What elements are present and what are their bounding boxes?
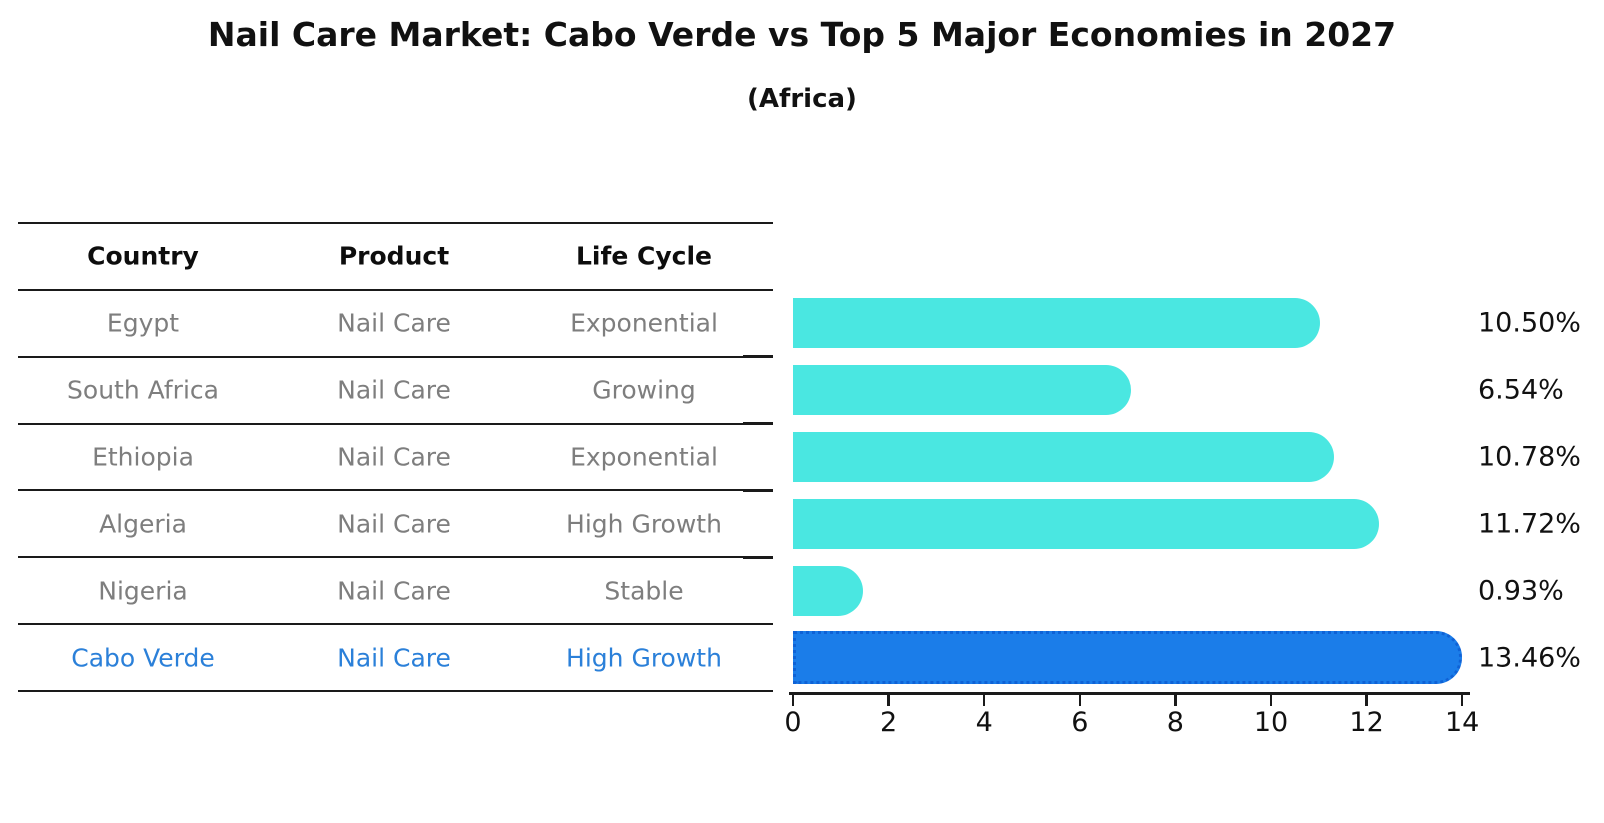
chart-title: Nail Care Market: Cabo Verde vs Top 5 Ma… bbox=[207, 15, 1397, 54]
x-tick bbox=[791, 694, 795, 706]
table-cell-product: Nail Care bbox=[337, 308, 451, 338]
table-cell-country: South Africa bbox=[67, 375, 219, 405]
value-label: 10.78% bbox=[1478, 441, 1581, 473]
bar-ethiopia bbox=[793, 431, 1334, 482]
table-cell-life_cycle: Growing bbox=[592, 375, 696, 405]
table-header-product: Product bbox=[338, 241, 450, 271]
x-tick-label: 6 bbox=[1071, 707, 1089, 738]
x-tick bbox=[1078, 694, 1082, 706]
table-cell-life_cycle: Exponential bbox=[570, 442, 718, 472]
table-rule bbox=[18, 556, 760, 559]
table-cell-life_cycle: High Growth bbox=[566, 509, 722, 539]
table-cell-country: Ethiopia bbox=[92, 442, 194, 472]
y-tick bbox=[743, 355, 773, 358]
bar-cabo-verde bbox=[793, 631, 1462, 685]
x-axis bbox=[789, 692, 1470, 695]
table-cell-country: Algeria bbox=[99, 509, 187, 539]
table-cell-country: Nigeria bbox=[98, 576, 188, 606]
x-tick bbox=[1460, 694, 1464, 706]
value-label: 11.72% bbox=[1478, 508, 1581, 540]
chart-subtitle: (Africa) bbox=[747, 84, 857, 114]
table-cell-product: Nail Care bbox=[337, 643, 451, 673]
y-tick bbox=[743, 689, 773, 693]
table-cell-country: Egypt bbox=[106, 308, 180, 338]
y-tick bbox=[743, 288, 773, 292]
bar-algeria bbox=[793, 498, 1379, 549]
y-tick bbox=[743, 489, 773, 492]
table-cell-product: Nail Care bbox=[337, 509, 451, 539]
value-label: 10.50% bbox=[1478, 307, 1581, 339]
x-tick bbox=[1174, 694, 1177, 706]
x-tick bbox=[982, 694, 986, 706]
table-cell-product: Nail Care bbox=[337, 576, 451, 606]
table-cell-life_cycle: Exponential bbox=[570, 308, 718, 338]
x-tick-label: 12 bbox=[1349, 707, 1384, 738]
table-rule bbox=[18, 623, 760, 626]
x-tick bbox=[887, 694, 890, 706]
value-label: 0.93% bbox=[1478, 575, 1564, 607]
table-rule bbox=[18, 222, 760, 224]
y-tick bbox=[743, 556, 773, 559]
bar-egypt bbox=[793, 298, 1321, 349]
table-rule bbox=[18, 288, 760, 291]
table-cell-life_cycle: High Growth bbox=[566, 643, 722, 673]
table-header-life-cycle: Life Cycle bbox=[575, 241, 713, 271]
bar-nigeria bbox=[793, 565, 863, 616]
table-cell-country: Cabo Verde bbox=[71, 643, 215, 673]
table-header-country: Country bbox=[87, 241, 199, 271]
value-label: 6.54% bbox=[1478, 374, 1564, 406]
table-rule bbox=[18, 489, 760, 492]
y-tick bbox=[743, 422, 773, 425]
x-tick bbox=[1365, 694, 1368, 706]
table-cell-life_cycle: Stable bbox=[604, 576, 684, 606]
table-cell-product: Nail Care bbox=[337, 375, 451, 405]
x-tick-label: 14 bbox=[1445, 707, 1480, 738]
x-tick-label: 8 bbox=[1166, 707, 1184, 738]
x-tick-label: 4 bbox=[975, 707, 993, 738]
x-tick bbox=[1269, 694, 1273, 706]
x-tick-label: 0 bbox=[784, 707, 802, 738]
table-rule bbox=[18, 355, 760, 358]
bar-south-africa bbox=[793, 365, 1131, 416]
y-tick bbox=[743, 622, 773, 626]
table-rule bbox=[18, 422, 760, 425]
x-tick-label: 10 bbox=[1253, 707, 1289, 738]
value-label: 13.46% bbox=[1478, 642, 1581, 674]
y-tick bbox=[743, 221, 773, 225]
table-cell-product: Nail Care bbox=[337, 442, 451, 472]
x-tick-label: 2 bbox=[880, 707, 898, 738]
table-rule bbox=[18, 689, 760, 692]
